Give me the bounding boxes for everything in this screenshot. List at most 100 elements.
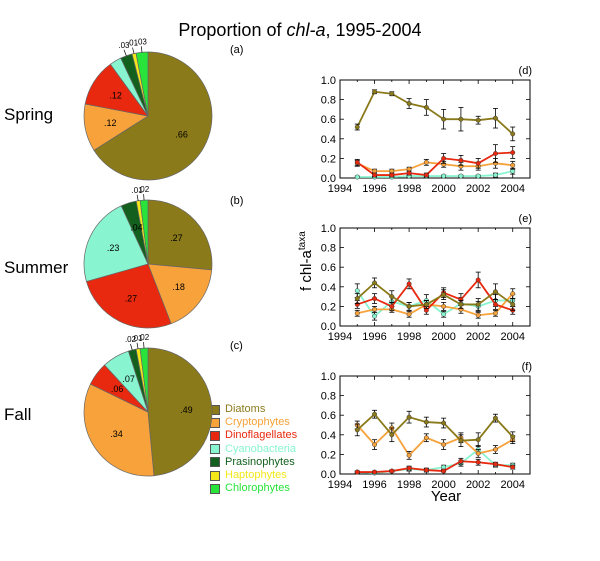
y-tick-label: 0.8 xyxy=(321,243,336,255)
data-point xyxy=(354,310,360,316)
data-point xyxy=(475,450,481,456)
x-tick-label: 1994 xyxy=(328,183,352,195)
legend-item: Chlorophytes xyxy=(210,482,297,495)
data-point xyxy=(372,442,377,448)
legend-label: Diatoms xyxy=(225,403,266,415)
pie-slice xyxy=(86,263,172,329)
data-point xyxy=(458,116,464,122)
plot-frame xyxy=(339,375,531,475)
x-tick-label: 2000 xyxy=(431,331,455,343)
y-tick-label: 0.4 xyxy=(321,134,336,146)
data-point xyxy=(354,469,360,475)
pie-leader-line xyxy=(130,343,133,351)
data-point xyxy=(354,427,360,433)
legend-label: Haptophytes xyxy=(225,468,287,481)
legend-swatch xyxy=(210,444,220,455)
series-line xyxy=(356,90,514,135)
pie-value-label: .01 xyxy=(127,39,139,48)
x-tick-label: 2002 xyxy=(466,183,490,195)
data-point xyxy=(510,131,516,137)
season-label-fall: Fall xyxy=(4,405,32,424)
data-point xyxy=(493,415,498,421)
pie-value-label: .66 xyxy=(175,129,188,139)
series-line xyxy=(357,460,513,473)
data-point xyxy=(389,91,395,97)
y-tick-label: 0.0 xyxy=(321,469,336,481)
pie-value-label: .06 xyxy=(111,384,124,394)
legend-label: Cryptophytes xyxy=(225,416,290,429)
data-point xyxy=(372,411,377,417)
data-point xyxy=(475,277,481,283)
x-tick-label: 2000 xyxy=(431,183,455,195)
series-line xyxy=(357,448,513,474)
data-point xyxy=(406,170,412,176)
series-line xyxy=(357,170,513,178)
data-point xyxy=(510,464,516,470)
y-tick-label: 1.0 xyxy=(321,371,336,383)
pie-leader-line xyxy=(136,194,139,201)
data-point xyxy=(475,160,481,166)
panel-label-b: (b) xyxy=(230,195,244,207)
data-point xyxy=(475,173,481,179)
data-point xyxy=(458,438,464,444)
x-tick-label: 1994 xyxy=(328,331,352,343)
pie-value-label: .01 xyxy=(132,186,144,195)
panel-label: (e) xyxy=(519,213,532,225)
data-point xyxy=(493,461,498,467)
data-point xyxy=(423,467,429,473)
x-tick-label: 2002 xyxy=(466,479,490,491)
data-point xyxy=(354,296,360,302)
data-point xyxy=(372,306,377,312)
x-tick-label: 1994 xyxy=(328,479,352,491)
panel-label-a: (a) xyxy=(230,44,244,56)
data-point xyxy=(441,155,447,161)
data-point xyxy=(372,296,377,302)
pie-leader-line xyxy=(132,47,135,54)
x-axis-label: Year xyxy=(430,488,462,505)
pie-slice xyxy=(83,205,149,282)
pie-value-label: .02 xyxy=(138,185,150,194)
data-point xyxy=(423,301,429,307)
plot-frame xyxy=(339,227,531,327)
data-point xyxy=(441,311,447,317)
data-point xyxy=(406,303,412,309)
series-line xyxy=(356,424,514,457)
x-tick-label: 2004 xyxy=(500,183,524,195)
x-tick-label: 2004 xyxy=(500,331,524,343)
data-point xyxy=(354,124,360,130)
data-point xyxy=(475,301,481,307)
x-tick-label: 1996 xyxy=(362,183,386,195)
y-tick-label: 0.2 xyxy=(321,301,336,313)
data-point xyxy=(475,117,481,123)
pie-value-label: .12 xyxy=(109,90,122,100)
x-tick-label: 2002 xyxy=(466,331,490,343)
data-point xyxy=(372,469,377,475)
pie-slice xyxy=(147,199,213,271)
data-point xyxy=(423,104,429,110)
data-point xyxy=(510,162,516,168)
pie-leader-line xyxy=(123,49,127,56)
pie-slice xyxy=(147,347,213,477)
legend-item: Cyanobacteria xyxy=(210,443,297,456)
legend-item: Dinoflagellates xyxy=(210,429,297,442)
data-point xyxy=(423,159,429,165)
pie-value-label: .49 xyxy=(180,405,193,415)
y-tick-label: 0.0 xyxy=(321,173,336,185)
data-point xyxy=(493,289,498,295)
data-point xyxy=(493,447,498,452)
pie-leader-line xyxy=(136,342,139,349)
pie-value-label: .03 xyxy=(136,37,148,46)
data-point xyxy=(406,281,412,287)
y-tick-label: 0.2 xyxy=(321,449,336,461)
y-tick-label: 0.2 xyxy=(321,153,336,165)
data-point xyxy=(372,313,377,319)
pie-value-label: .03 xyxy=(118,41,130,50)
data-point xyxy=(372,280,377,286)
plot-frame xyxy=(339,79,531,179)
y-tick-label: 0.6 xyxy=(321,410,336,422)
panel-label-c: (c) xyxy=(230,340,243,352)
data-point xyxy=(493,310,498,316)
data-point xyxy=(458,301,464,307)
series-line xyxy=(357,293,514,317)
data-point xyxy=(475,437,481,443)
